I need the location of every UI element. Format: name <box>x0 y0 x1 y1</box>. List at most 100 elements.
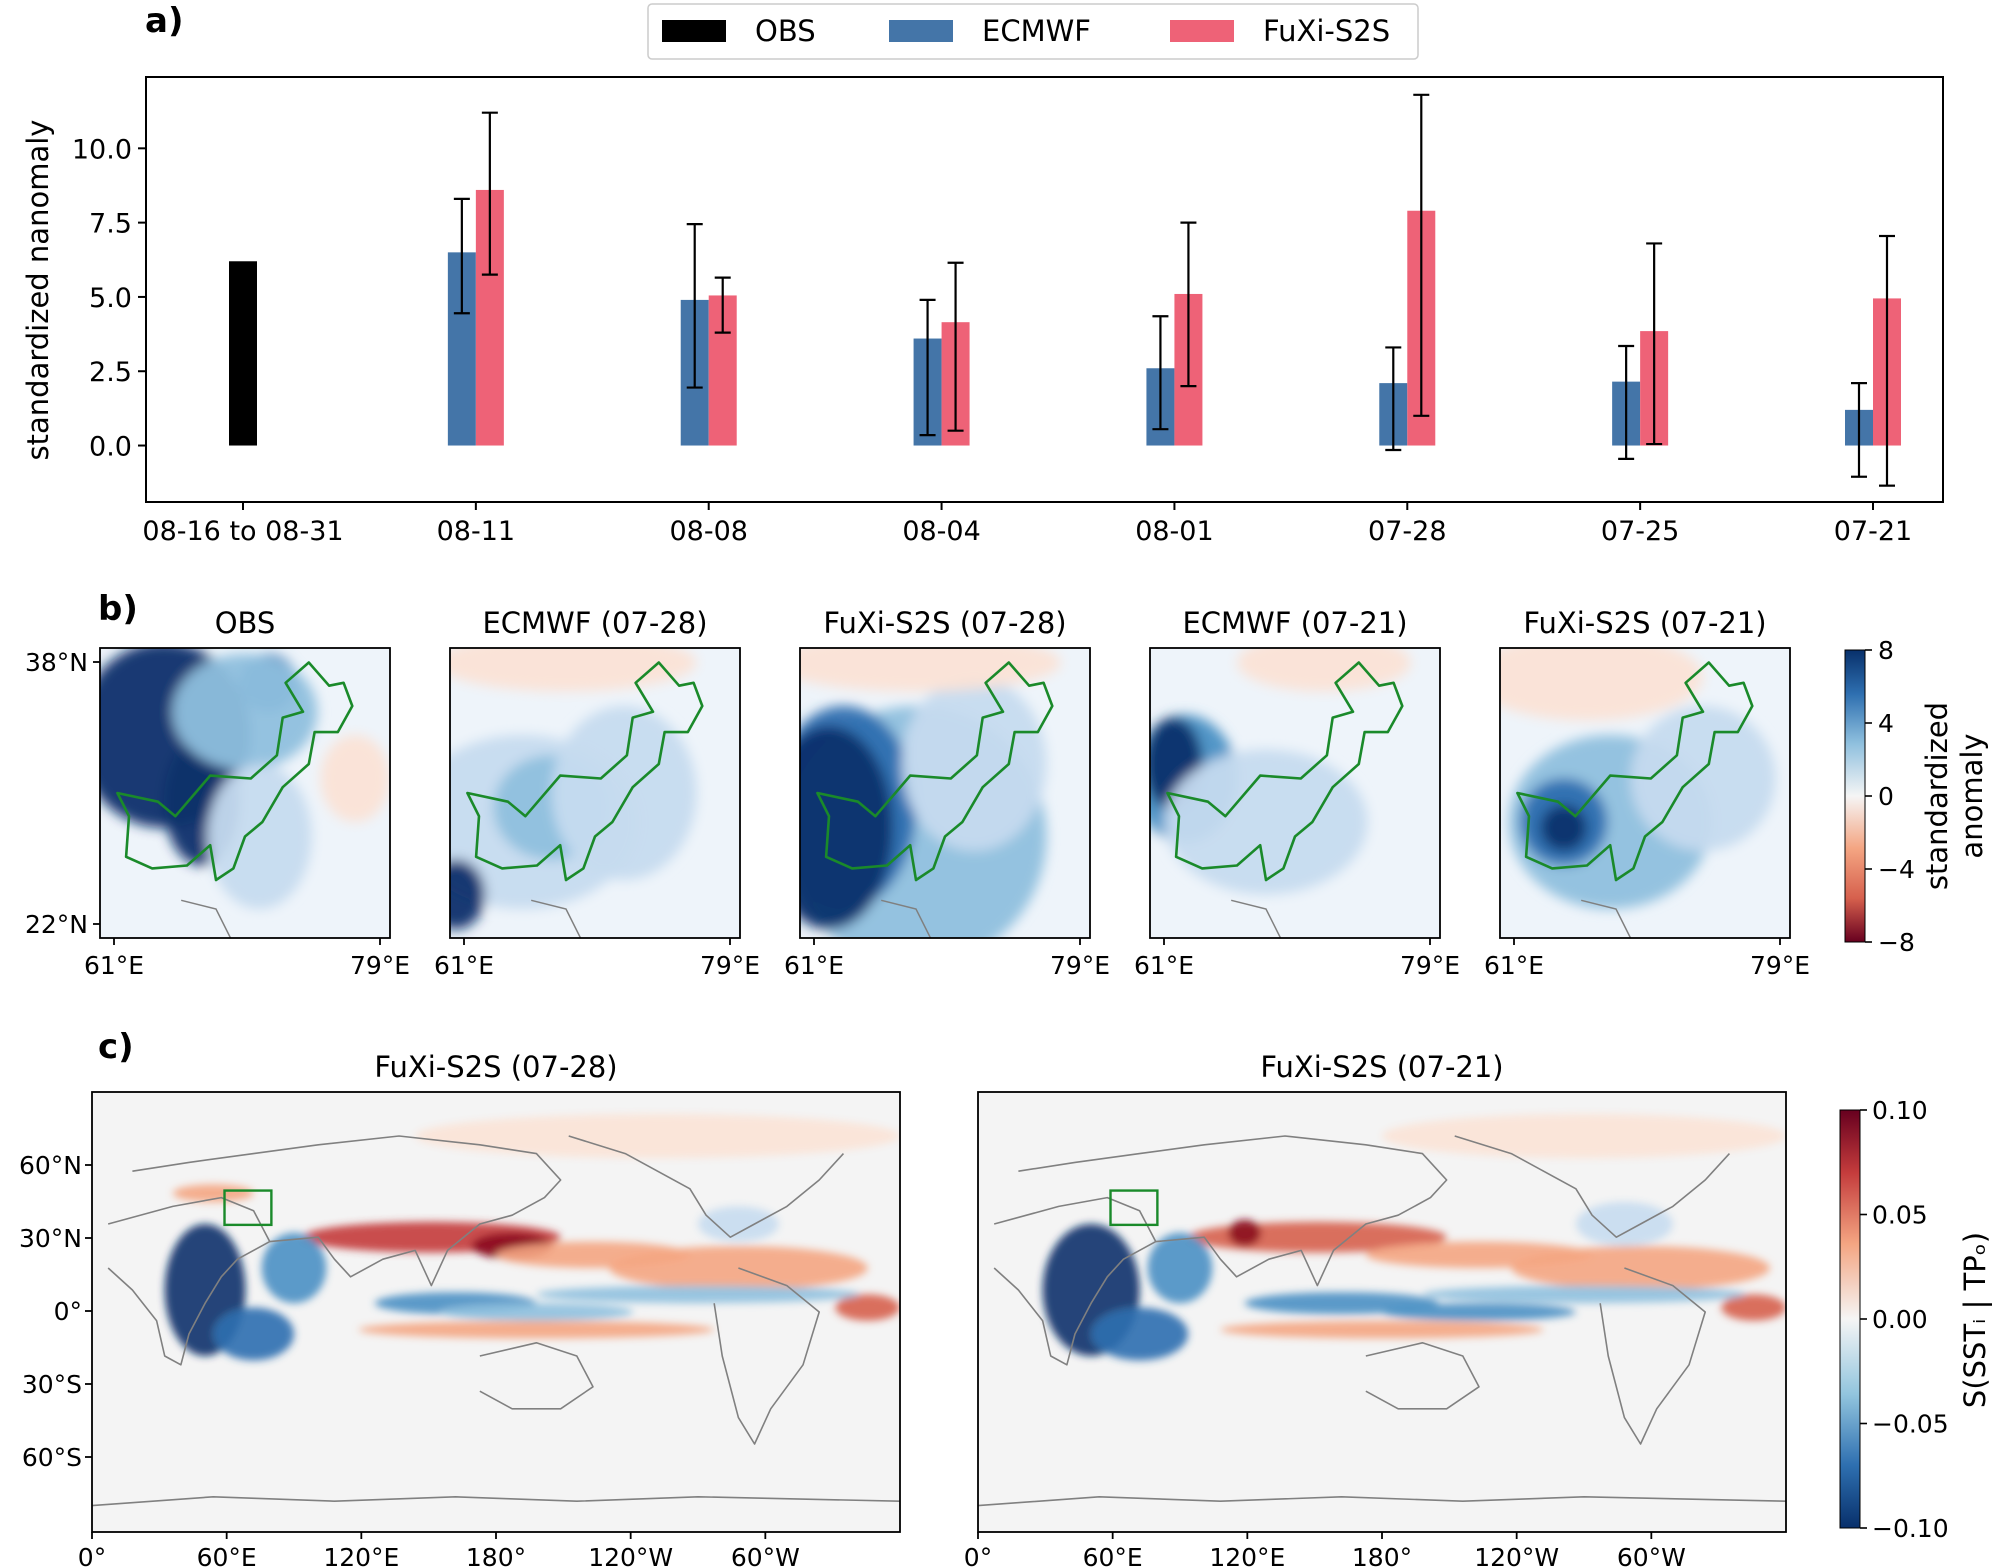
coastline <box>1018 1135 1448 1287</box>
xtick-label: 08-11 <box>437 516 515 547</box>
map-c-1 <box>978 1092 1786 1532</box>
anomaly-field <box>1150 648 1411 895</box>
map-b-0 <box>100 648 390 938</box>
lon-tick-label: 60°W <box>731 1543 800 1568</box>
lon-tick-label: 120°E <box>323 1543 399 1568</box>
coastline <box>1365 1342 1480 1410</box>
sensitivity-blob <box>415 1114 900 1158</box>
coastline <box>531 899 582 938</box>
panel-c-colorbar: 0.10 0.05 0.00 −0.05 −0.10 S(SSTᵢ | TPₒ) <box>1839 1096 1992 1543</box>
colorbar-tick-label: −4 <box>1878 855 1915 884</box>
legend: OBS ECMWF FuXi-S2S <box>647 3 1419 60</box>
map-b-1 <box>450 648 740 938</box>
colorbar-b-ticks: 8 4 0 −4 −8 <box>1865 636 1915 957</box>
map-frame <box>1149 647 1441 939</box>
lon-tick-label: 79°E <box>1750 951 1810 980</box>
anomaly-blob <box>450 859 485 930</box>
map-frame <box>1499 647 1791 939</box>
legend-label-ecmwf: ECMWF <box>982 14 1091 48</box>
map-title: FuXi-S2S (07-28) <box>374 1050 617 1084</box>
xtick-label: 07-28 <box>1368 516 1446 547</box>
lon-tick-label: 61°E <box>1484 951 1544 980</box>
anomaly-blob <box>1500 648 1703 721</box>
anomaly-field <box>1500 648 1776 909</box>
sensitivity-blob <box>1220 1320 1544 1339</box>
lon-tick-label: 61°E <box>84 951 144 980</box>
legend-swatch-obs <box>662 20 726 42</box>
anomaly-blob <box>320 735 390 822</box>
legend-label-obs: OBS <box>755 14 816 48</box>
sensitivity-blob <box>1382 1114 1786 1158</box>
sensitivity-field <box>164 1114 900 1361</box>
lon-tick-label: 180° <box>1352 1543 1412 1568</box>
panel-a-bars <box>229 93 1901 487</box>
xtick-label: 08-04 <box>902 516 980 547</box>
panel-a-label: a) <box>145 1 183 41</box>
colorbar-tick-label: 0 <box>1878 782 1894 811</box>
colorbar-c <box>1839 1109 1861 1529</box>
ytick-label: 7.5 <box>89 209 132 240</box>
lon-tick-label: 61°E <box>784 951 844 980</box>
colorbar-tick-label: −8 <box>1878 928 1915 957</box>
colorbar-c-label: S(SSTᵢ | TPₒ) <box>1958 1232 1992 1408</box>
lat-tick-label: 22°N <box>25 910 88 939</box>
ytick-label: 2.5 <box>89 357 132 388</box>
lat-tick-label: 0° <box>54 1297 82 1326</box>
anomaly-blob <box>172 653 318 770</box>
lon-tick-label: 120°E <box>1209 1543 1285 1568</box>
sensitivity-blob <box>698 1206 779 1242</box>
colorbar-tick-label: −0.05 <box>1872 1410 1949 1439</box>
xtick-label: 07-21 <box>1834 516 1912 547</box>
lon-tick-label: 79°E <box>350 951 410 980</box>
map-b-3 <box>1150 648 1440 938</box>
region-outline <box>1166 661 1404 882</box>
map-frame <box>799 647 1091 939</box>
map-title: OBS <box>215 606 276 640</box>
lat-tick-label: 60°S <box>22 1443 82 1472</box>
coastline <box>479 1342 594 1410</box>
panel-a-axes <box>145 76 1944 503</box>
map-title: ECMWF (07-21) <box>1182 606 1407 640</box>
anomaly-blob <box>1164 749 1368 895</box>
lon-tick-label: 79°E <box>1400 951 1460 980</box>
legend-box <box>647 3 1419 60</box>
sensitivity-blob <box>261 1232 327 1304</box>
colorbar-b-label-line2: anomaly <box>1955 733 1989 858</box>
colorbar-b <box>1844 649 1866 943</box>
map-b-2 <box>800 648 1090 938</box>
panel-b-label: b) <box>98 589 138 629</box>
colorbar-tick-label: 0.05 <box>1872 1201 1928 1230</box>
region-box <box>1109 1189 1159 1227</box>
map-title: ECMWF (07-28) <box>482 606 707 640</box>
coastline <box>107 1196 271 1366</box>
colorbar-tick-label: 0.00 <box>1872 1305 1928 1334</box>
map-title: FuXi-S2S (07-21) <box>1260 1050 1503 1084</box>
anomaly-blob <box>800 726 893 930</box>
colorbar-b-label-line1: standardized <box>1920 702 1954 890</box>
coastline <box>181 899 232 938</box>
colorbar-tick-label: 8 <box>1878 636 1894 665</box>
sensitivity-blob <box>835 1294 900 1321</box>
coastline <box>92 1496 900 1507</box>
bar-obs <box>229 261 257 446</box>
region-outline <box>816 661 1054 882</box>
sensitivity-blob <box>213 1307 294 1361</box>
panel-b-colorbar: 8 4 0 −4 −8 standardized anomaly <box>1844 636 1989 957</box>
sensitivity-blob <box>536 1285 860 1304</box>
lat-tick-label: 60°N <box>19 1151 82 1180</box>
lon-tick-label: 79°E <box>1050 951 1110 980</box>
coastline <box>993 1196 1157 1366</box>
sensitivity-blob <box>1511 1246 1770 1290</box>
sensitivity-blob <box>1721 1294 1786 1321</box>
sensitivity-blob <box>1228 1219 1261 1247</box>
map-c-0 <box>92 1092 900 1532</box>
panel-a-ticks: 0.0 2.5 5.0 7.5 10.0 08-16 to 08-31 08-11 08-08… <box>72 134 1912 547</box>
sensitivity-blob <box>172 1184 254 1202</box>
legend-swatch-fuxi <box>1170 20 1234 42</box>
map-b-4 <box>1500 648 1790 938</box>
colorbar-tick-label: 4 <box>1878 709 1894 738</box>
panel-b-maps: OBS 61°E 79°E ECMWF (07-28) 61°E 79°E FuXi-S2S… <box>25 606 1810 980</box>
legend-swatch-ecmwf <box>889 20 953 42</box>
lon-tick-label: 0° <box>964 1543 992 1568</box>
